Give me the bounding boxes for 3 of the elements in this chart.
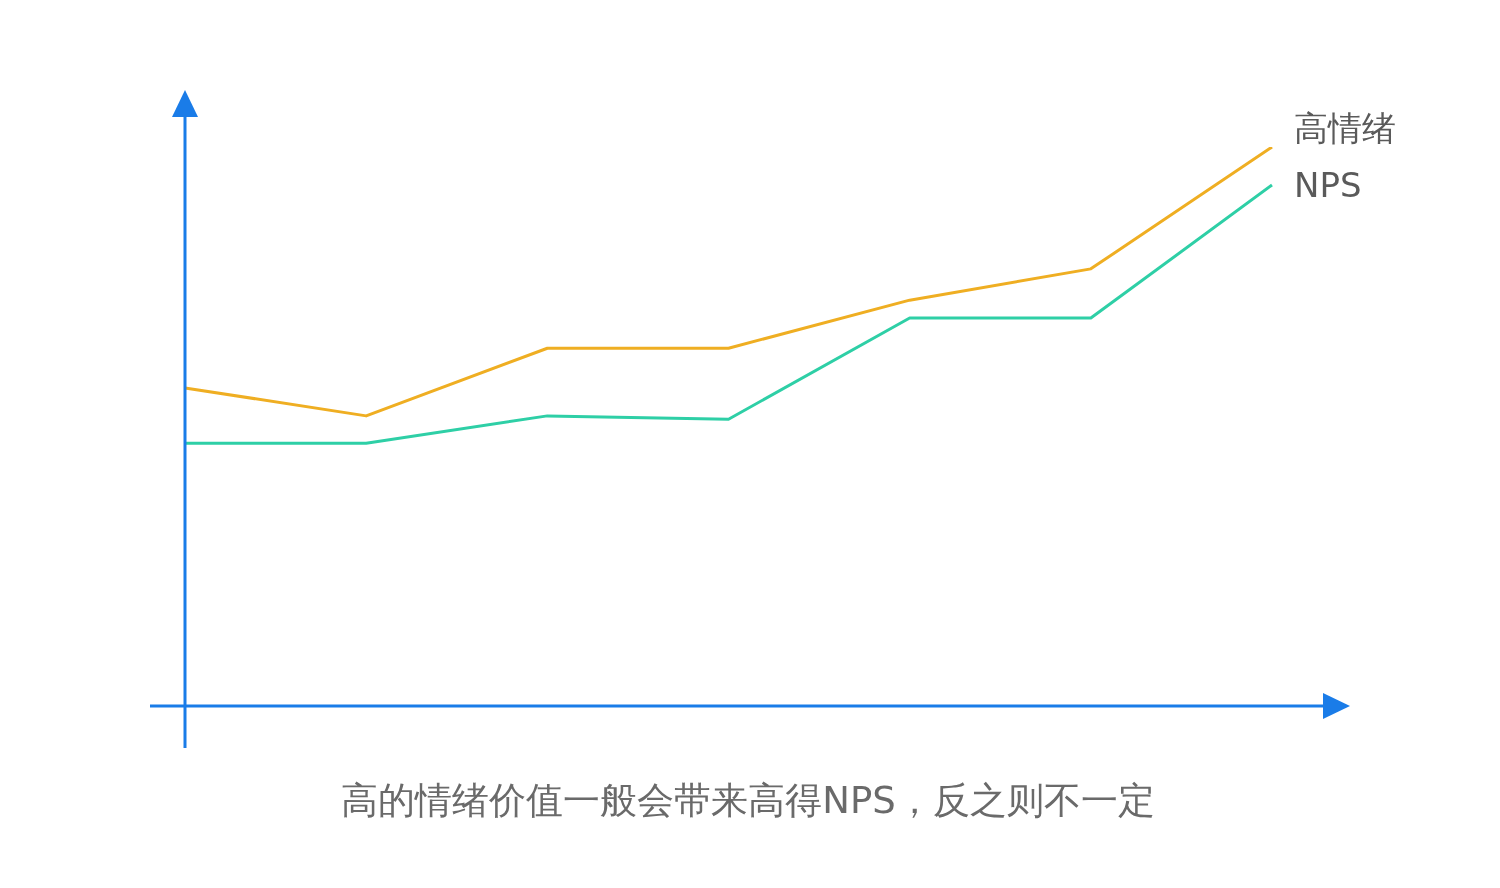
series-label: 高情绪 bbox=[1294, 107, 1396, 148]
text: 高的情绪价值一般会带来高得NPS，反之则不一定 bbox=[341, 778, 1155, 822]
series-label: NPS bbox=[1294, 164, 1362, 205]
